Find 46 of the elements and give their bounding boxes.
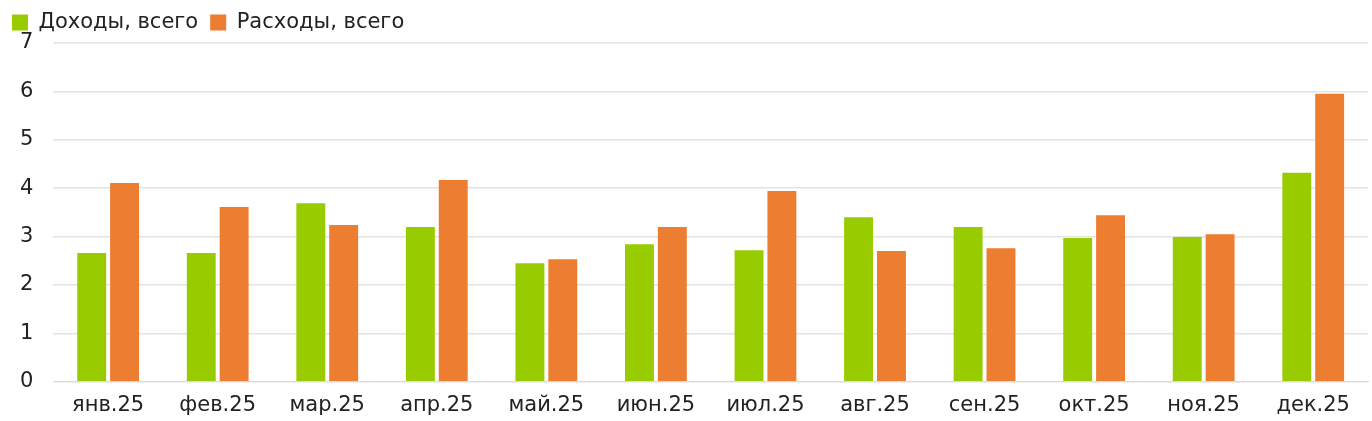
y-tick-label: 0: [19, 368, 34, 393]
bar: [186, 253, 216, 382]
y-tick-label: 7: [19, 29, 34, 54]
x-tick-label: авг.25: [840, 391, 910, 416]
bar: [515, 263, 545, 382]
bar: [625, 244, 654, 382]
bar: [986, 248, 1016, 382]
y-tick-label: 3: [19, 223, 34, 248]
bar: [1282, 172, 1312, 382]
bar: [1096, 215, 1126, 382]
bar: [657, 226, 687, 382]
x-tick-label: дек.25: [1276, 391, 1350, 416]
x-tick-label: сен.25: [948, 391, 1021, 416]
bar: [77, 253, 107, 382]
x-tick-label: янв.25: [72, 391, 145, 416]
bar: [438, 179, 468, 382]
bar: [876, 251, 906, 382]
bar: [1315, 93, 1345, 382]
y-tick-label: 6: [19, 77, 34, 102]
y-tick-label: 2: [19, 271, 34, 296]
x-tick-label: июл.25: [726, 391, 805, 416]
x-tick-label: апр.25: [400, 391, 474, 416]
bar: [329, 224, 359, 382]
bar: [767, 191, 797, 382]
x-tick-label: фев.25: [179, 391, 257, 416]
bar: [405, 226, 435, 382]
bar: [734, 250, 764, 382]
legend-label: Доходы, всего: [38, 8, 199, 33]
bar: [296, 203, 326, 382]
y-tick-label: 1: [19, 319, 34, 344]
bar: [548, 259, 578, 382]
x-tick-label: мар.25: [289, 391, 365, 416]
y-tick-label: 5: [19, 126, 34, 151]
bar: [1172, 237, 1202, 382]
bar: [953, 226, 983, 382]
bar: [1063, 238, 1093, 382]
bar: [219, 207, 249, 382]
x-tick-label: июн.25: [616, 391, 696, 416]
bar: [1205, 234, 1235, 382]
x-tick-label: май.25: [508, 391, 585, 416]
bar: [844, 217, 874, 382]
bar: [110, 182, 140, 382]
y-tick-label: 4: [19, 174, 34, 199]
x-tick-label: окт.25: [1058, 391, 1130, 416]
legend-label: Расходы, всего: [236, 8, 405, 33]
x-tick-label: ноя.25: [1167, 391, 1240, 416]
